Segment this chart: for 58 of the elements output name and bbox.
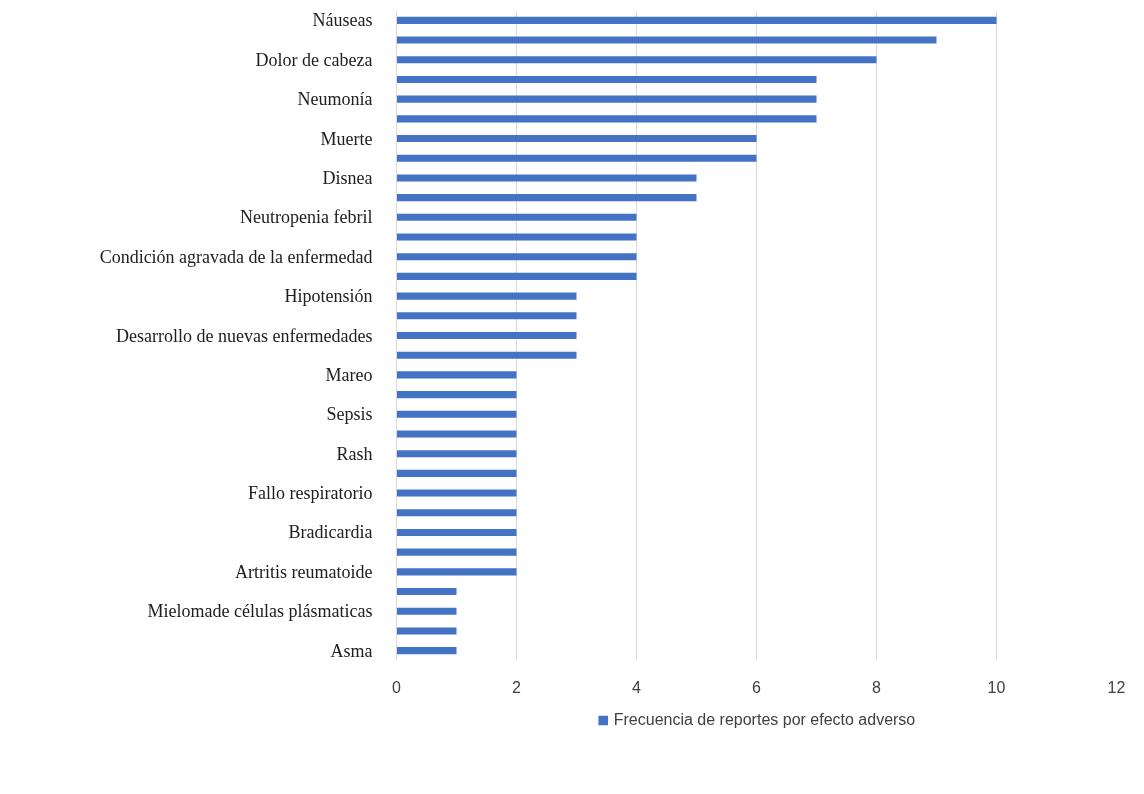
y-tick-label: Bradicardia	[288, 522, 373, 543]
y-tick-label: Muerte	[320, 128, 373, 149]
x-tick-label: 6	[752, 678, 762, 696]
y-tick-label: Asma	[330, 640, 373, 661]
bar	[396, 528, 517, 537]
x-tick-label: 8	[872, 678, 882, 696]
y-tick-label: Rash	[336, 443, 373, 464]
bar	[396, 312, 577, 320]
bar	[396, 36, 937, 44]
bar	[396, 292, 577, 300]
bar	[396, 410, 517, 418]
bar	[396, 469, 517, 477]
bar	[396, 75, 817, 83]
legend-label: Frecuencia de reportes por efecto adverso	[613, 711, 916, 729]
bar	[396, 450, 517, 458]
bar	[396, 607, 457, 615]
bar	[396, 548, 517, 556]
bar	[396, 213, 637, 221]
y-tick-label: Neumonía	[297, 89, 373, 110]
bar	[396, 154, 757, 162]
y-tick-label: Hipotensión	[284, 286, 373, 307]
y-tick-label: Artritis reumatoide	[235, 561, 373, 582]
bar	[396, 194, 697, 202]
bar	[396, 115, 817, 123]
x-tick-label: 2	[512, 678, 522, 696]
y-tick-label: Condición agravada de la enfermedad	[99, 246, 373, 267]
x-tick-label: 0	[392, 678, 402, 696]
bar	[396, 351, 577, 359]
bar	[396, 16, 997, 24]
bar	[396, 174, 697, 182]
bar	[396, 588, 457, 596]
bar	[396, 371, 517, 379]
bar	[396, 568, 517, 576]
x-tick-label: 12	[1107, 678, 1126, 696]
y-tick-label: Neutropenia febril	[240, 207, 373, 228]
y-tick-label: Dolor de cabeza	[255, 49, 373, 70]
bar	[396, 647, 457, 655]
bar	[396, 627, 457, 635]
bar	[396, 95, 817, 103]
y-tick-label: Desarrollo de nuevas enfermedades	[116, 325, 373, 346]
bar	[396, 489, 517, 497]
y-tick-label: Disnea	[322, 167, 373, 188]
bar	[396, 331, 577, 340]
bar	[396, 391, 517, 399]
y-tick-label: Mareo	[325, 364, 373, 385]
bar	[396, 134, 757, 143]
bar	[396, 56, 877, 64]
bar	[396, 509, 517, 517]
x-tick-label: 10	[987, 678, 1006, 696]
bar	[396, 430, 517, 438]
x-tick-label: 4	[632, 678, 642, 696]
y-tick-label: Mielomade células plásmaticas	[147, 601, 373, 622]
y-tick-label: Fallo respiratorio	[248, 483, 373, 504]
y-tick-label: Náuseas	[312, 10, 373, 31]
bar	[396, 233, 637, 241]
bar	[396, 253, 637, 261]
bar	[396, 272, 637, 280]
y-tick-label: Sepsis	[326, 404, 373, 425]
